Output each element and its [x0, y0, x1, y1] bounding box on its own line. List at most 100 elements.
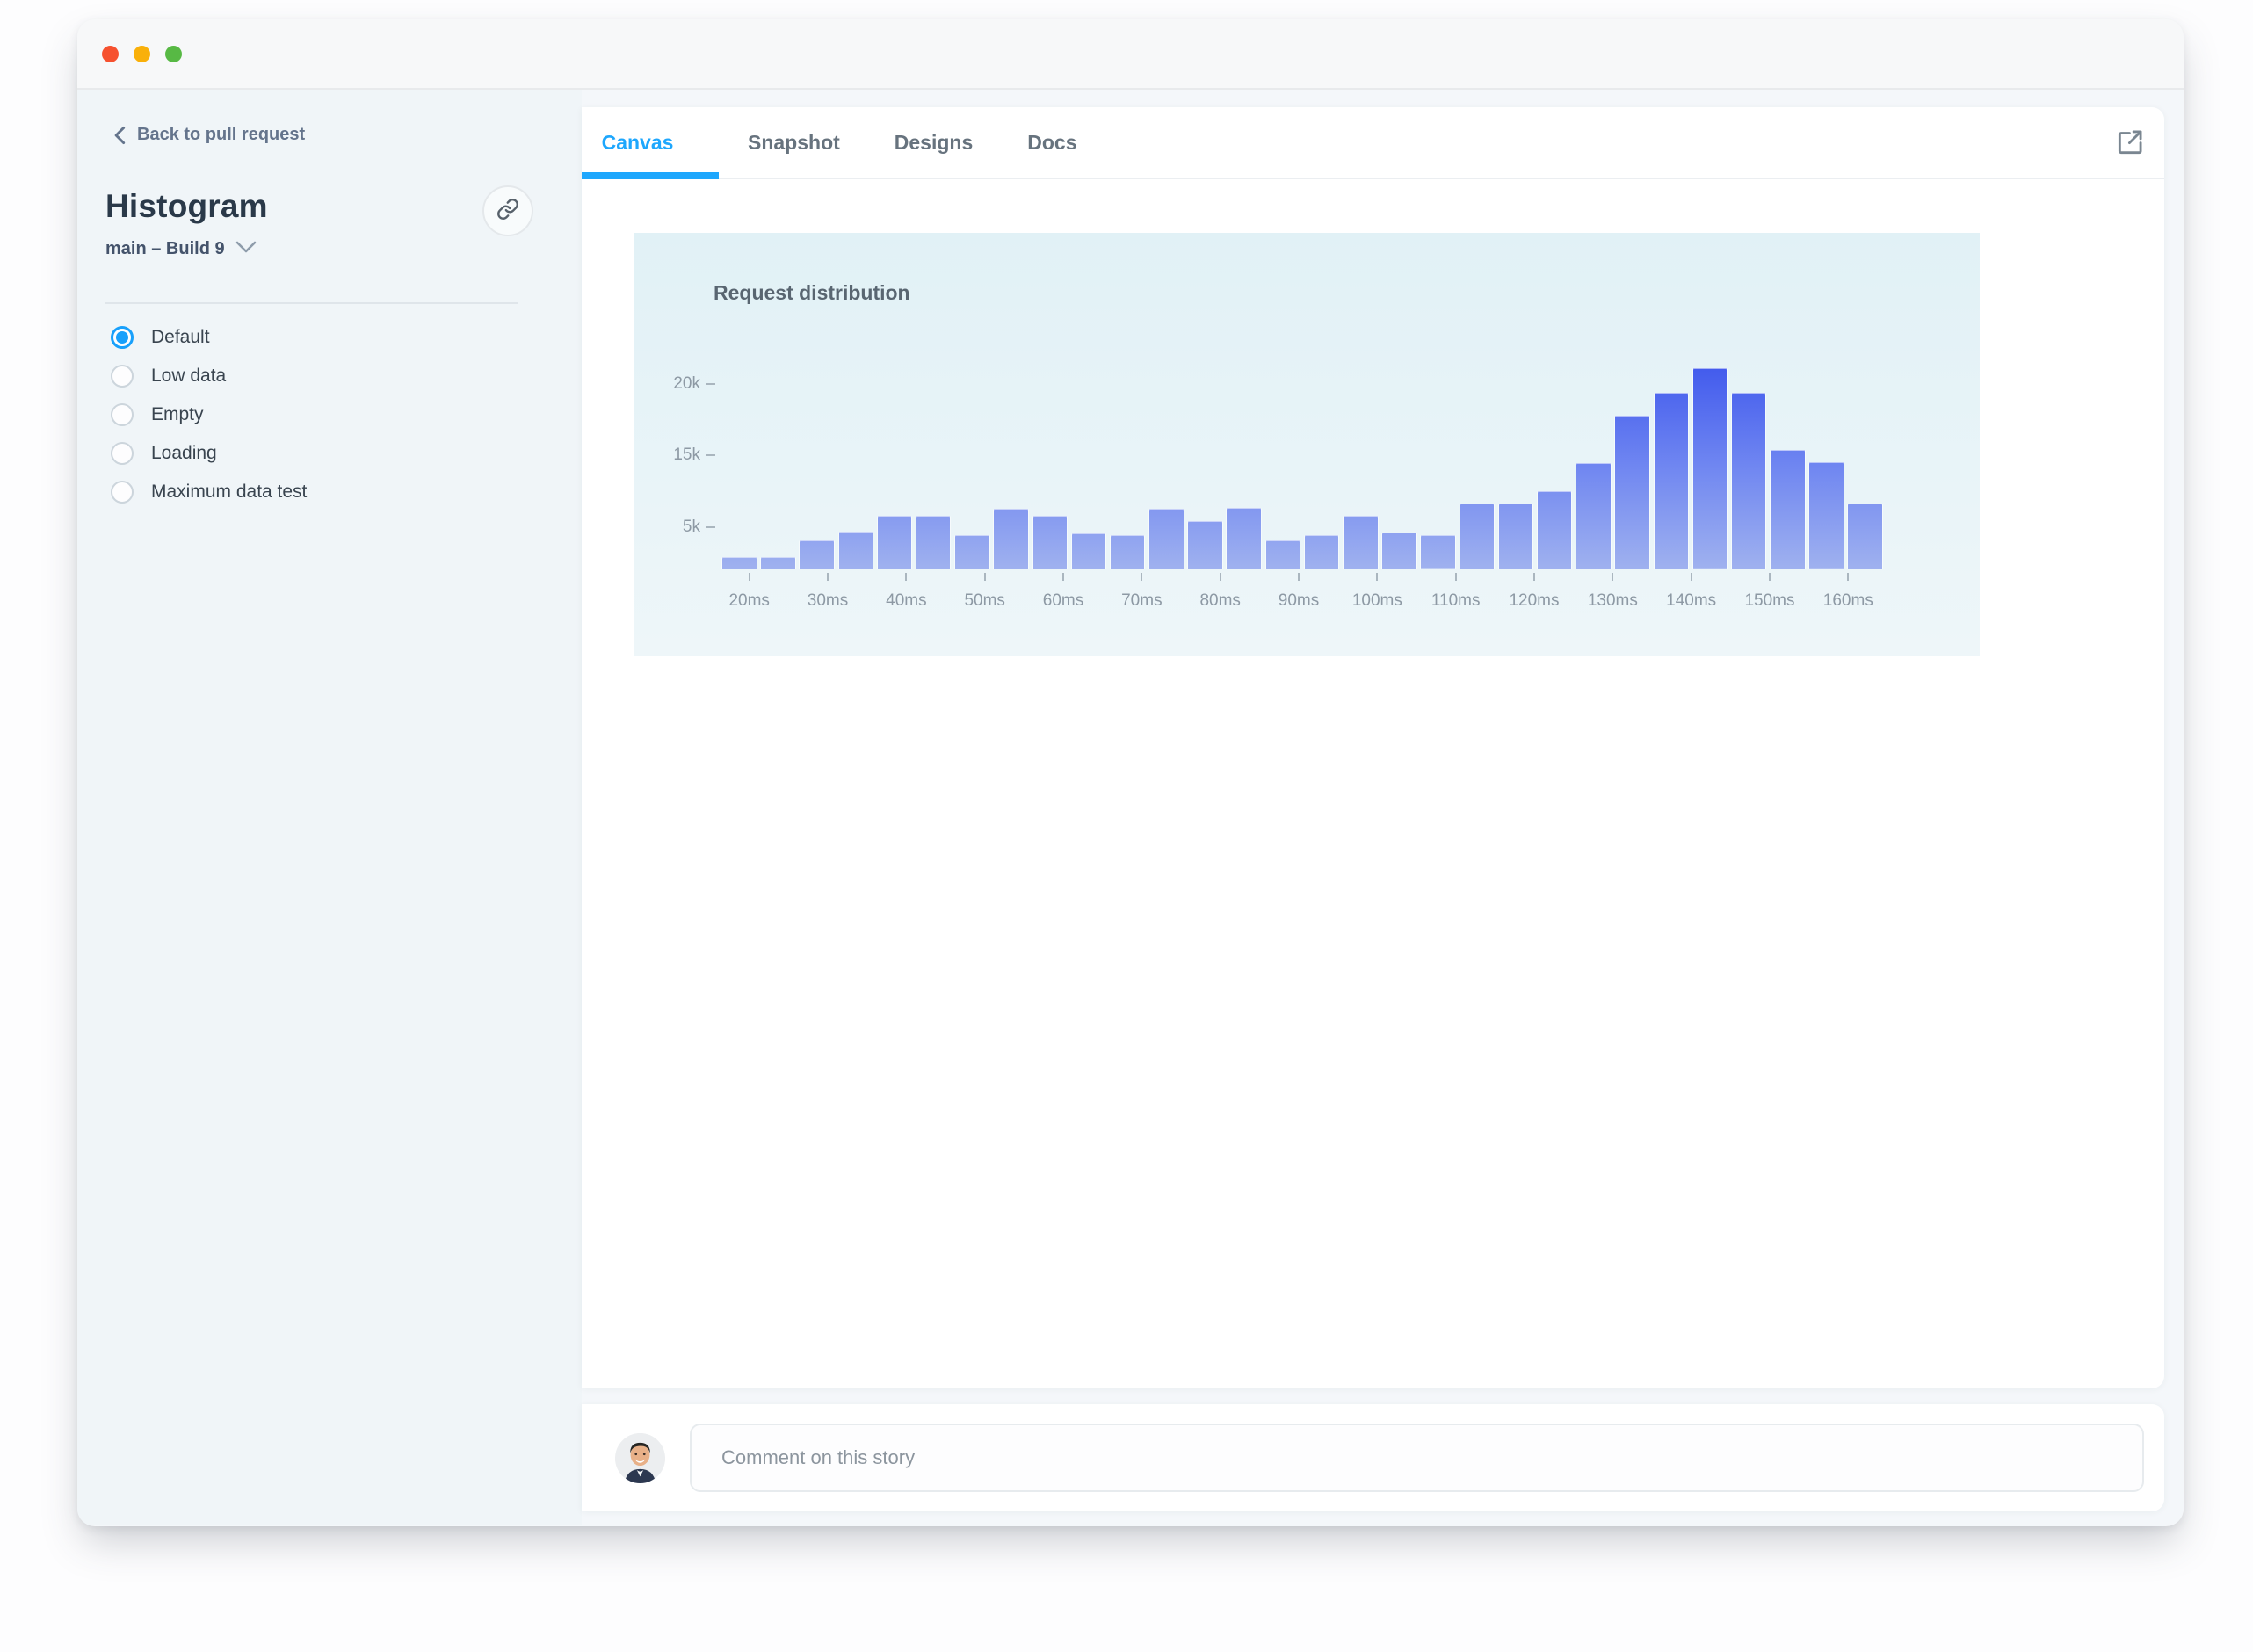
histogram-bar	[1187, 520, 1223, 569]
histogram-bars	[721, 349, 1890, 569]
x-axis-tick-mark	[905, 573, 908, 581]
x-axis-tick-mark	[983, 573, 986, 581]
x-axis-tick-label: 150ms	[1744, 591, 1795, 610]
branch-build-selector[interactable]: main – Build 9	[105, 239, 257, 259]
histogram-bar	[1109, 534, 1146, 569]
tab-designs[interactable]: Designs	[894, 130, 974, 154]
main-area: Canvas Snapshot Designs Docs Reque	[582, 90, 2184, 1525]
x-axis-tick-mark	[1768, 573, 1771, 581]
histogram-bar	[1730, 392, 1767, 569]
build-label: main – Build 9	[105, 239, 225, 258]
x-axis-tick-label: 140ms	[1666, 591, 1717, 610]
chart-title: Request distribution	[714, 281, 910, 304]
x-axis-tick-label: 20ms	[728, 591, 770, 610]
tab-canvas[interactable]: Canvas	[601, 130, 674, 154]
chevron-left-icon	[112, 126, 128, 145]
histogram-bar	[1847, 503, 1883, 569]
histogram-bar	[1070, 533, 1107, 569]
story-item-low-data[interactable]: Low data	[111, 357, 307, 395]
permalink-button[interactable]	[482, 185, 533, 236]
story-preview-chart: Request distribution 5k 15k 20k 20ms 30ms 40…	[634, 233, 1980, 656]
close-window-button[interactable]	[102, 45, 119, 62]
histogram-bar	[1653, 392, 1689, 569]
y-axis-tick-mark	[706, 454, 715, 456]
back-to-pull-request-link[interactable]: Back to pull request	[112, 125, 305, 145]
radio-icon[interactable]	[111, 403, 134, 426]
histogram-bar	[1381, 532, 1417, 569]
story-item-label: Default	[151, 327, 210, 347]
histogram-bar	[1536, 491, 1573, 569]
window-titlebar	[77, 19, 2184, 90]
histogram-bar	[799, 540, 835, 569]
story-item-maximum-data-test[interactable]: Maximum data test	[111, 473, 307, 511]
x-axis-tick-mark	[1454, 573, 1457, 581]
story-item-loading[interactable]: Loading	[111, 434, 307, 473]
radio-icon[interactable]	[111, 481, 134, 504]
story-item-label: Empty	[151, 404, 204, 424]
x-axis-tick-label: 40ms	[886, 591, 927, 610]
page-title: Histogram	[105, 188, 268, 224]
story-item-label: Maximum data test	[151, 482, 308, 502]
x-axis-tick-mark	[1533, 573, 1535, 581]
link-icon	[496, 198, 519, 225]
x-axis-tick-mark	[748, 573, 750, 581]
x-axis-tick-label: 130ms	[1587, 591, 1638, 610]
y-axis-tick-label: 20k	[673, 374, 700, 393]
x-axis-tick-mark	[1298, 573, 1300, 581]
histogram-bar	[1692, 368, 1728, 569]
radio-selected-icon[interactable]	[111, 326, 134, 349]
histogram-bar	[1614, 415, 1650, 569]
app-window: Back to pull request Histogram main – Bu…	[77, 19, 2184, 1526]
histogram-bar	[954, 534, 990, 569]
histogram-bar	[1032, 515, 1068, 569]
x-axis-tick-label: 160ms	[1822, 591, 1873, 610]
histogram-bar	[1770, 449, 1806, 569]
x-axis-tick-mark	[1847, 573, 1850, 581]
sidebar-divider	[105, 302, 518, 304]
y-axis-tick-label: 15k	[673, 446, 700, 464]
tabs: Canvas Snapshot Designs Docs	[602, 130, 1132, 155]
minimize-window-button[interactable]	[134, 45, 150, 62]
radio-icon[interactable]	[111, 365, 134, 388]
story-item-label: Loading	[151, 443, 217, 463]
x-axis-tick-label: 90ms	[1278, 591, 1320, 610]
y-axis-tick-label: 5k	[682, 518, 700, 536]
tab-bar: Canvas Snapshot Designs Docs	[582, 107, 2164, 179]
histogram-bar	[993, 508, 1029, 569]
comment-input[interactable]	[690, 1424, 2144, 1492]
histogram-bar	[915, 515, 952, 569]
histogram-bar	[1576, 463, 1612, 569]
histogram-bar	[1148, 508, 1184, 569]
histogram-bar	[1459, 503, 1496, 569]
histogram-bar	[760, 556, 796, 569]
avatar	[615, 1432, 665, 1483]
x-axis-tick-mark	[1141, 573, 1143, 581]
chevron-down-icon	[235, 239, 257, 259]
x-axis-tick-mark	[1612, 573, 1614, 581]
story-item-default[interactable]: Default	[111, 318, 307, 357]
histogram-bar	[876, 515, 913, 569]
active-tab-indicator	[582, 172, 719, 179]
open-story-external-button[interactable]	[2113, 126, 2148, 161]
story-list: Default Low data Empty Loading Maximum data …	[111, 318, 307, 511]
x-axis-tick-label: 80ms	[1199, 591, 1241, 610]
story-item-label: Low data	[151, 366, 227, 386]
histogram-bar	[721, 556, 757, 569]
histogram-bar	[1303, 534, 1340, 569]
radio-icon[interactable]	[111, 442, 134, 465]
x-axis-tick-mark	[827, 573, 829, 581]
zoom-window-button[interactable]	[165, 45, 182, 62]
histogram-bar	[1420, 535, 1456, 569]
tab-snapshot[interactable]: Snapshot	[748, 130, 840, 154]
x-axis-tick-mark	[1062, 573, 1065, 581]
comment-bar	[582, 1404, 2164, 1511]
story-item-empty[interactable]: Empty	[111, 395, 307, 434]
x-axis-tick-label: 30ms	[807, 591, 849, 610]
histogram-bar	[1808, 462, 1844, 569]
histogram-bar	[837, 531, 874, 569]
x-axis-tick-mark	[1219, 573, 1221, 581]
sidebar: Back to pull request Histogram main – Bu…	[77, 90, 582, 1525]
y-axis-tick-mark	[706, 383, 715, 385]
histogram-bar	[1497, 503, 1534, 569]
tab-docs[interactable]: Docs	[1027, 130, 1077, 154]
